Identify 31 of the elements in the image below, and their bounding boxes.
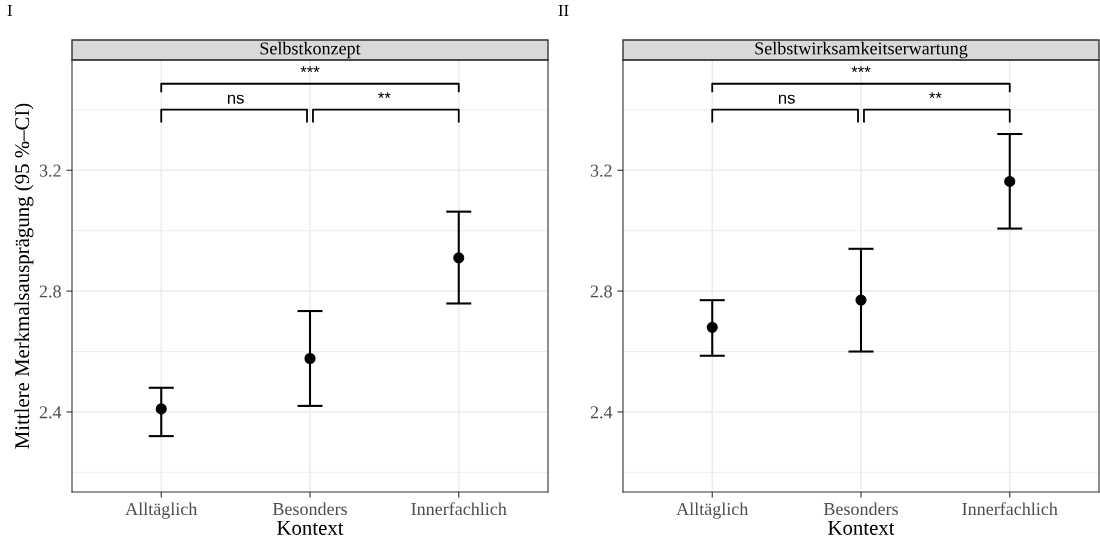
y-tick-label: 2.4 [590, 406, 613, 419]
y-tick-label: 3.2 [590, 164, 612, 177]
x-tick-label: Besonders [823, 502, 898, 516]
chart-title: Selbstkonzept [260, 41, 361, 59]
point [155, 403, 167, 415]
y-axis-title: Mittlere Merkmalsausprägung (95 %–CI) [14, 103, 34, 449]
point [855, 294, 867, 306]
annotation: ns [778, 94, 795, 104]
x-axis-title: Kontext [828, 521, 895, 535]
annotation: ns [227, 94, 244, 104]
x-tick-label: Besonders [272, 502, 347, 516]
y-tick-label: 2.8 [39, 285, 61, 298]
x-axis-title: Kontext [277, 521, 344, 535]
text: II [558, 5, 569, 17]
annotation: *** [851, 66, 871, 73]
x-tick-label: Alltäglich [676, 502, 749, 519]
chart-title: Selbstwirksamkeitserwartung [755, 41, 968, 59]
annotation: *** [300, 66, 320, 73]
point [304, 352, 316, 365]
y-tick-label: 3.2 [39, 164, 61, 177]
y-tick-label: 2.8 [590, 285, 612, 298]
x-tick-label: Innerfachlich [962, 502, 1058, 516]
annotation: ** [378, 92, 391, 99]
point [453, 252, 465, 264]
x-tick-label: Alltäglich [125, 502, 198, 519]
y-tick-label: 2.4 [39, 406, 62, 419]
x-tick-label: Innerfachlich [411, 502, 507, 516]
point [706, 321, 718, 333]
point [1004, 175, 1016, 187]
text: I [7, 5, 12, 17]
annotation: ** [929, 92, 942, 99]
